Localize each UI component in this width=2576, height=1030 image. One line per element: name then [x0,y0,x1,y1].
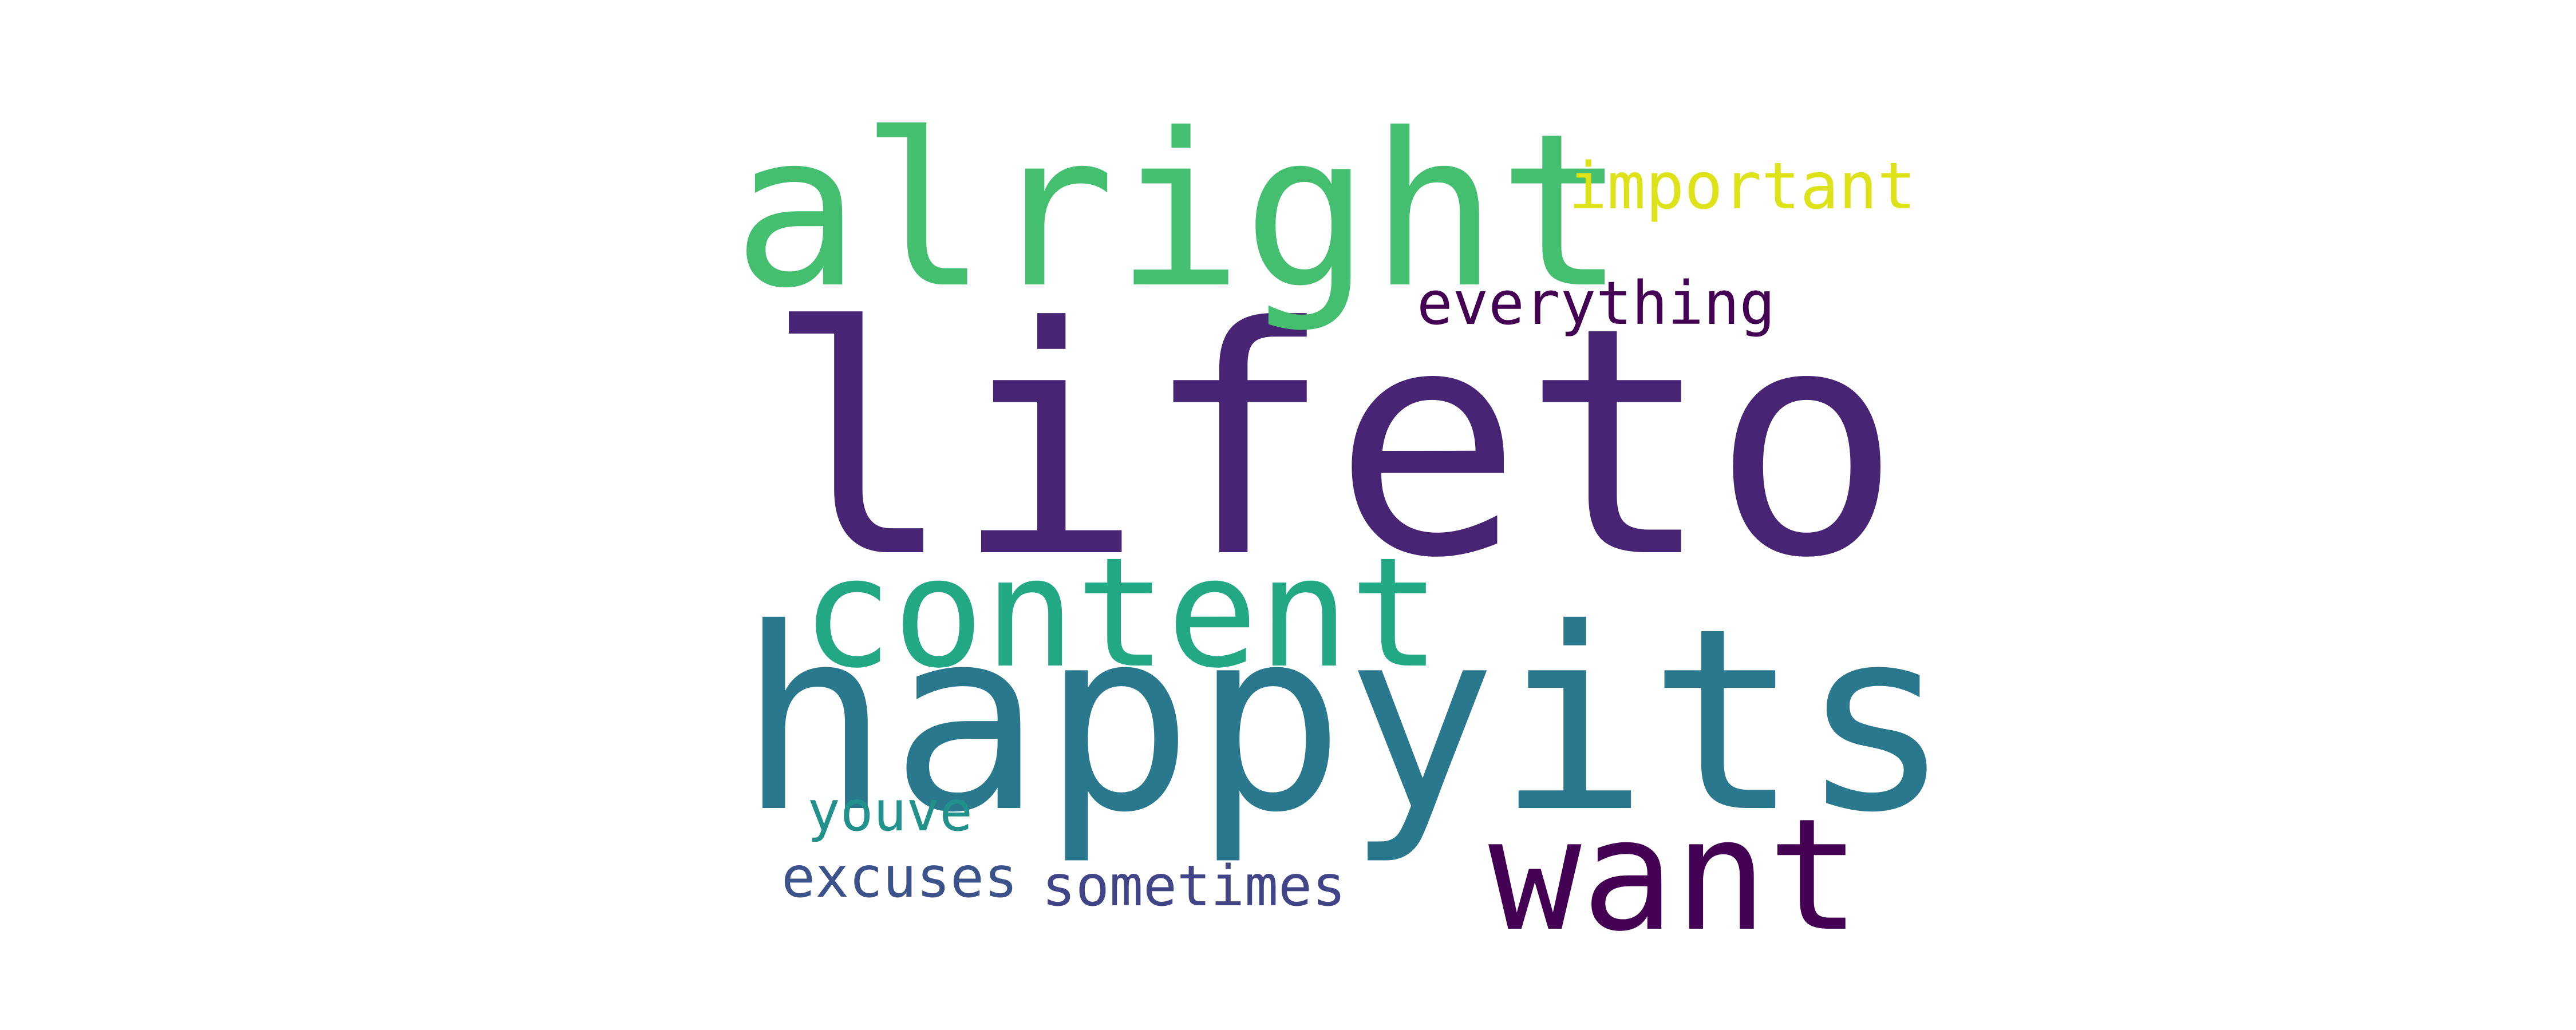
word-youve: youve [807,779,973,843]
word-sometimes: sometimes [1042,854,1346,919]
word-important: important [1568,149,1916,224]
word-happyits: happyits [738,575,1952,867]
word-alright: alright [733,89,1626,335]
word-excuses: excuses [781,845,1018,910]
word-everything: everything [1417,268,1776,338]
word-want: want [1488,785,1861,965]
word-lifeto: lifeto [764,260,1902,627]
word-content: content [801,525,1441,702]
